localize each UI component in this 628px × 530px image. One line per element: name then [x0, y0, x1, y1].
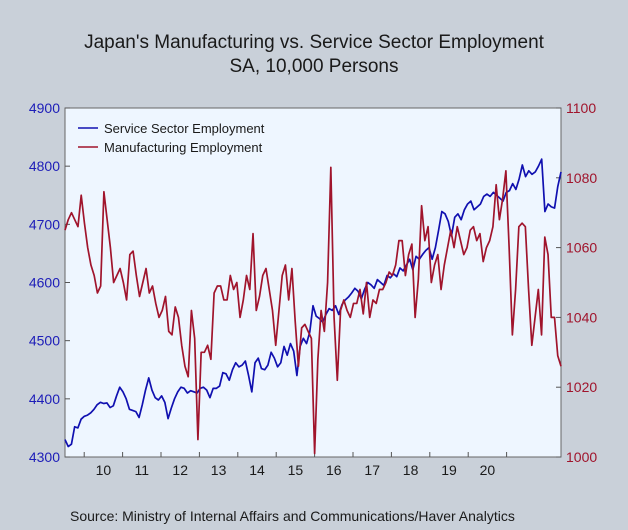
- x-tick-label: 18: [403, 462, 419, 478]
- x-tick-label: 11: [135, 462, 150, 478]
- x-tick-label: 10: [96, 462, 112, 478]
- chart-title: Japan's Manufacturing vs. Service Sector…: [84, 32, 544, 53]
- left-tick-label: 4500: [29, 333, 60, 349]
- right-tick-label: 1100: [566, 100, 596, 116]
- source-note: Source: Ministry of Internal Affairs and…: [70, 508, 515, 524]
- legend-label-manufacturing: Manufacturing Employment: [104, 140, 263, 155]
- left-tick-label: 4600: [29, 275, 60, 291]
- right-tick-label: 1060: [566, 240, 597, 256]
- right-axis: 1000 1020 1040 1060 1080 1100: [556, 100, 597, 465]
- manufacturing-line: [64, 166, 562, 455]
- x-tick-label: 13: [211, 462, 227, 478]
- left-tick-label: 4800: [29, 158, 60, 174]
- right-tick-label: 1040: [566, 309, 597, 325]
- x-tick-label: 19: [441, 462, 457, 478]
- x-tick-label: 17: [364, 462, 380, 478]
- left-axis: 4300 4400 4500 4600 4700 4800 4900: [29, 100, 70, 465]
- x-tick-label: 14: [249, 462, 265, 478]
- x-tick-label: 12: [172, 462, 188, 478]
- x-tick-label: 20: [480, 462, 496, 478]
- series-layer: [64, 158, 562, 455]
- legend: Service Sector Employment Manufacturing …: [78, 121, 265, 155]
- chart-subtitle: SA, 10,000 Persons: [229, 56, 399, 77]
- left-tick-label: 4900: [29, 100, 60, 116]
- x-tick-label: 16: [326, 462, 342, 478]
- left-tick-label: 4700: [29, 216, 60, 232]
- x-tick-label: 15: [288, 462, 304, 478]
- legend-label-service: Service Sector Employment: [104, 121, 265, 136]
- left-tick-label: 4300: [29, 449, 60, 465]
- right-tick-label: 1000: [566, 449, 597, 465]
- service-sector-line: [64, 158, 562, 448]
- x-axis: 10 11 12 13 14 15 16 17 18 19 20: [83, 452, 508, 478]
- right-tick-label: 1080: [566, 170, 597, 186]
- left-tick-label: 4400: [29, 391, 60, 407]
- right-tick-label: 1020: [566, 379, 597, 395]
